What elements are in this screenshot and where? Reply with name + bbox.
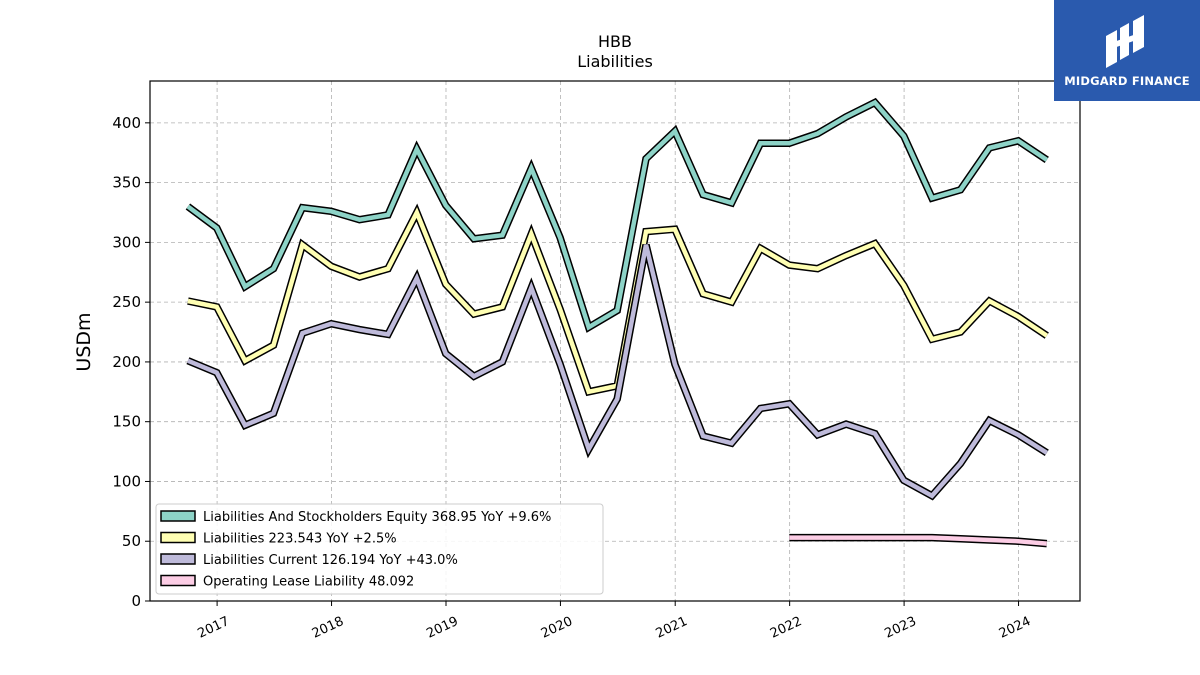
y-tick-label: 200 xyxy=(112,353,141,371)
y-axis-label: USDm xyxy=(73,312,95,371)
y-axis-ticks: 0 50 100 150 200 250 300 350 400 xyxy=(112,114,150,610)
plot-frame xyxy=(149,80,1081,602)
midgard-finance-logo: MIDGARD FINANCE xyxy=(1054,0,1200,101)
x-tick-label: 2023 xyxy=(882,614,918,642)
legend-entry: Liabilities 223.543 YoY +2.5% xyxy=(203,532,397,547)
legend-entry: Liabilities Current 126.194 YoY +43.0% xyxy=(203,553,458,568)
y-tick-label: 50 xyxy=(122,532,141,550)
series-line-liabilities-and-stockholders-equity xyxy=(186,99,1049,331)
x-tick-label: 2024 xyxy=(997,614,1033,642)
x-tick-label: 2017 xyxy=(195,614,231,642)
x-tick-label: 2020 xyxy=(539,614,575,642)
y-tick-label: 350 xyxy=(112,174,141,192)
logo-text: MIDGARD FINANCE xyxy=(1064,74,1190,88)
chart-legend: Liabilities And Stockholders Equity 368.… xyxy=(155,503,604,595)
y-tick-label: 150 xyxy=(112,413,141,431)
legend-entry: Liabilities And Stockholders Equity 368.… xyxy=(203,510,551,525)
series-line-operating-lease-liability xyxy=(789,535,1047,546)
x-axis-ticks: 2017 2018 2019 2020 2021 2022 2023 2024 xyxy=(195,601,1033,642)
chart-subtitle: Liabilities xyxy=(577,52,653,71)
midgard-logo-icon xyxy=(1106,15,1144,68)
series-line-liabilities-current xyxy=(187,244,1048,499)
legend-swatch xyxy=(160,510,196,522)
y-tick-label: 250 xyxy=(112,293,141,311)
grid-lines xyxy=(150,81,1080,602)
x-tick-label: 2019 xyxy=(424,614,460,642)
legend-entry: Operating Lease Liability 48.092 xyxy=(203,575,414,590)
series-outline-liabilities-and-stockholders-equity xyxy=(185,97,1049,333)
legend-swatch xyxy=(160,553,196,565)
x-tick-label: 2018 xyxy=(310,614,346,642)
y-tick-label: 400 xyxy=(112,114,141,132)
legend-swatch xyxy=(160,531,196,544)
y-tick-label: 300 xyxy=(112,233,141,251)
x-tick-label: 2022 xyxy=(768,614,804,642)
series-lines xyxy=(185,97,1049,548)
x-tick-label: 2021 xyxy=(654,614,690,642)
y-tick-label: 0 xyxy=(131,592,141,610)
legend-swatch xyxy=(160,574,196,587)
y-tick-label: 100 xyxy=(112,472,141,490)
chart-title: HBB xyxy=(598,32,632,51)
legend-box xyxy=(155,503,604,595)
